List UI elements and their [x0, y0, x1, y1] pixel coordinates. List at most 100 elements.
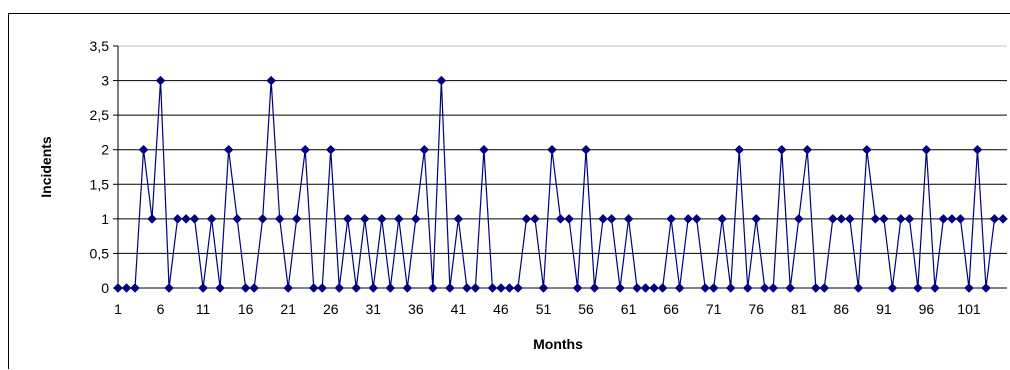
data-point	[836, 214, 847, 224]
data-point	[504, 283, 515, 293]
data-point	[751, 214, 762, 224]
data-point	[155, 75, 166, 86]
data-point	[989, 214, 1000, 224]
data-point	[530, 214, 540, 224]
x-tick-label: 36	[408, 301, 424, 317]
data-point	[734, 144, 745, 155]
data-point	[921, 144, 932, 155]
data-point	[785, 283, 796, 293]
y-tick-labels: 0 0,5 1 1,5 2 2,5 3 3,5	[90, 38, 118, 296]
data-point	[930, 283, 940, 293]
data-point	[274, 214, 285, 224]
y-tick-label: 0,5	[90, 245, 110, 261]
axes	[117, 46, 1007, 289]
data-point	[351, 283, 362, 293]
data-point	[938, 214, 949, 224]
data-point	[359, 214, 370, 224]
data-point	[342, 214, 353, 224]
data-point	[257, 214, 268, 224]
data-point	[853, 283, 864, 293]
data-point	[581, 144, 591, 155]
data-point	[955, 214, 966, 224]
data-point	[810, 283, 821, 293]
gridlines	[118, 45, 1007, 254]
y-tick-label: 2,5	[90, 107, 110, 123]
data-point	[793, 214, 804, 224]
x-tick-label: 51	[536, 301, 552, 317]
x-tick-label: 46	[493, 301, 509, 317]
data-point	[138, 144, 149, 155]
x-tick-label: 66	[663, 301, 679, 317]
y-tick-label: 3,5	[90, 38, 110, 54]
data-point	[453, 214, 464, 224]
data-point	[725, 283, 736, 293]
x-tick-label: 31	[365, 301, 381, 317]
data-point	[776, 144, 787, 155]
x-tick-label: 61	[621, 301, 637, 317]
x-tick-label: 101	[957, 301, 981, 317]
data-point	[904, 214, 915, 224]
data-point	[496, 283, 506, 293]
data-point	[266, 75, 277, 86]
data-point	[998, 214, 1008, 224]
data-point	[317, 283, 328, 293]
data-point	[589, 283, 600, 293]
data-point	[308, 283, 319, 293]
y-tick-label: 0	[101, 280, 109, 296]
x-tick-label: 96	[919, 301, 935, 317]
data-point	[283, 283, 294, 293]
y-tick-label: 1,5	[90, 176, 110, 192]
data-point	[334, 283, 345, 293]
data-point	[130, 283, 140, 293]
data-point	[649, 283, 659, 293]
data-point	[623, 214, 634, 224]
data-point	[632, 283, 642, 293]
data-point	[861, 144, 872, 155]
data-point	[564, 214, 574, 224]
data-point	[981, 283, 991, 293]
data-point	[164, 283, 174, 293]
data-point	[172, 214, 183, 224]
x-tick-label: 71	[706, 301, 722, 317]
data-point	[368, 283, 379, 293]
data-point	[521, 214, 532, 224]
data-point	[555, 214, 566, 224]
x-tick-label: 26	[323, 301, 339, 317]
x-tick-label: 6	[157, 301, 165, 317]
data-point	[640, 283, 651, 293]
x-axis-title: Months	[533, 336, 583, 352]
line-chart: 00,511,522,533,5 1 6 11 16 21 26 31 36 41 46 51 56 6…	[38, 38, 1008, 352]
x-tick-label: 11	[196, 301, 211, 317]
x-tick-label: 81	[791, 301, 807, 317]
data-point	[964, 283, 974, 293]
x-tick-label: 56	[578, 301, 594, 317]
data-point	[913, 283, 923, 293]
y-tick-label: 1	[101, 211, 109, 227]
x-tick-label: 41	[451, 301, 467, 317]
data-point	[657, 283, 668, 293]
data-point	[547, 144, 557, 155]
data-point	[972, 144, 983, 155]
data-point	[827, 214, 838, 224]
data-point	[879, 214, 889, 224]
data-point	[479, 144, 489, 155]
data-point	[768, 283, 779, 293]
data-point	[376, 214, 387, 224]
data-point	[223, 144, 234, 155]
data-point	[717, 214, 728, 224]
data-point	[870, 214, 881, 224]
data-point	[325, 144, 336, 155]
data-point	[691, 214, 702, 224]
data-point	[385, 283, 396, 293]
data-point	[240, 283, 251, 293]
data-point	[462, 283, 472, 293]
data-point	[742, 283, 753, 293]
data-point	[198, 283, 208, 293]
data-point	[802, 144, 813, 155]
data-point	[487, 283, 498, 293]
data-point	[121, 283, 132, 293]
data-point	[300, 144, 311, 155]
x-tick-label: 1	[114, 301, 122, 317]
x-tick-labels: 1 6 11 16 21 26 31 36 41 46 51 56 61 66 71 76 81 86 91 96 10…	[114, 301, 981, 317]
data-point	[708, 283, 719, 293]
